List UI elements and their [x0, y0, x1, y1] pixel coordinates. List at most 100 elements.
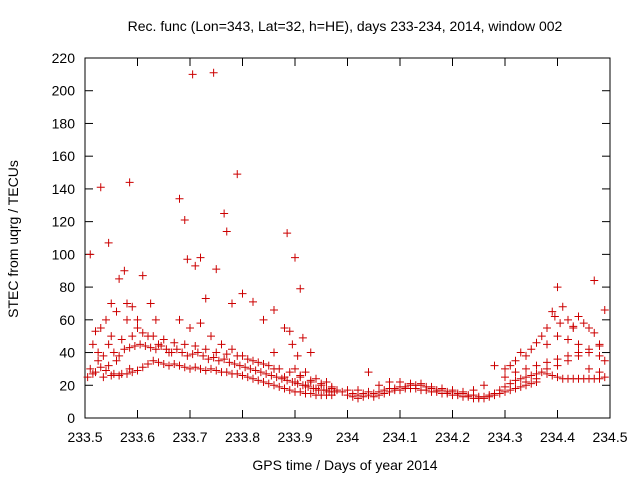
data-point	[123, 315, 131, 324]
data-point	[364, 391, 373, 400]
data-point	[191, 363, 200, 372]
data-point	[88, 340, 97, 349]
data-point	[527, 371, 536, 380]
data-point	[120, 266, 129, 275]
data-point	[343, 391, 352, 400]
data-point	[259, 315, 268, 324]
data-point	[469, 386, 478, 395]
data-point	[130, 342, 139, 350]
data-point	[151, 315, 160, 324]
data-point	[285, 386, 294, 395]
x-axis-title: GPS time / Days of year 2014	[252, 457, 437, 473]
y-tick-label: 220	[52, 50, 76, 66]
data-point	[527, 345, 536, 354]
data-point	[312, 384, 320, 393]
data-point	[511, 368, 520, 377]
data-point	[222, 368, 231, 377]
data-point	[170, 338, 179, 347]
data-point	[327, 384, 336, 393]
data-point	[141, 342, 150, 350]
x-axis: 233.5 233.6 233.7 233.8 233.9 234 234.1 234.2 23…	[67, 58, 628, 445]
data-point	[364, 368, 373, 377]
data-points	[83, 68, 609, 403]
data-point	[590, 276, 599, 285]
data-point	[296, 284, 305, 293]
data-point	[146, 343, 155, 352]
x-tick-label: 234	[336, 429, 360, 445]
x-tick-label: 234.3	[487, 429, 522, 445]
data-point	[193, 348, 202, 357]
data-point	[228, 345, 236, 354]
data-point	[306, 389, 315, 398]
data-point	[574, 351, 583, 360]
data-point	[432, 387, 441, 396]
data-point	[96, 324, 105, 332]
data-point	[522, 378, 530, 386]
data-point	[532, 338, 541, 347]
data-point	[146, 299, 155, 308]
data-point	[254, 358, 263, 367]
data-point	[548, 307, 557, 316]
data-point	[112, 307, 121, 316]
data-point	[270, 306, 278, 314]
data-point	[225, 358, 234, 367]
data-point	[293, 351, 302, 360]
data-point	[128, 302, 137, 311]
data-point	[109, 348, 118, 357]
data-point	[501, 364, 509, 373]
data-point	[338, 387, 347, 396]
data-point	[133, 366, 142, 375]
data-point	[275, 382, 284, 391]
data-point	[490, 361, 499, 370]
data-point	[212, 366, 221, 375]
data-point	[574, 312, 583, 321]
data-point	[272, 373, 281, 382]
data-point	[125, 178, 134, 187]
data-point	[595, 351, 604, 360]
data-point	[220, 209, 229, 218]
data-point	[333, 386, 341, 395]
data-point	[438, 384, 446, 393]
data-point	[600, 356, 609, 365]
data-point	[511, 376, 520, 385]
data-point	[159, 360, 168, 368]
data-point	[288, 340, 297, 349]
data-point	[600, 306, 609, 314]
x-tick-label: 234.2	[435, 429, 470, 445]
data-point	[183, 351, 192, 360]
data-point	[516, 374, 525, 383]
y-tick-label: 120	[52, 214, 76, 230]
data-point	[532, 374, 541, 383]
data-point	[191, 342, 200, 350]
data-point	[112, 356, 121, 365]
data-point	[96, 183, 105, 192]
data-point	[480, 381, 488, 390]
data-point	[556, 319, 565, 328]
data-point	[204, 355, 213, 364]
data-point	[207, 332, 215, 341]
y-axis-title: STEC from uqrg / TECUs	[5, 160, 21, 318]
data-point	[238, 289, 247, 298]
data-point	[154, 358, 163, 367]
data-point	[212, 348, 221, 357]
data-point	[91, 327, 100, 336]
data-point	[354, 386, 362, 395]
data-point	[550, 312, 559, 321]
data-point	[209, 353, 218, 362]
data-point	[543, 324, 551, 332]
data-point	[543, 364, 551, 373]
data-point	[270, 364, 278, 373]
data-point	[506, 361, 515, 370]
data-point	[128, 332, 137, 341]
data-point	[495, 389, 504, 398]
data-point	[527, 379, 536, 388]
data-point	[298, 333, 307, 342]
data-point	[138, 363, 147, 372]
data-point	[448, 386, 457, 395]
data-point	[207, 364, 215, 373]
data-point	[170, 360, 179, 368]
data-point	[453, 391, 462, 400]
data-point	[396, 378, 404, 386]
data-point	[522, 351, 530, 360]
